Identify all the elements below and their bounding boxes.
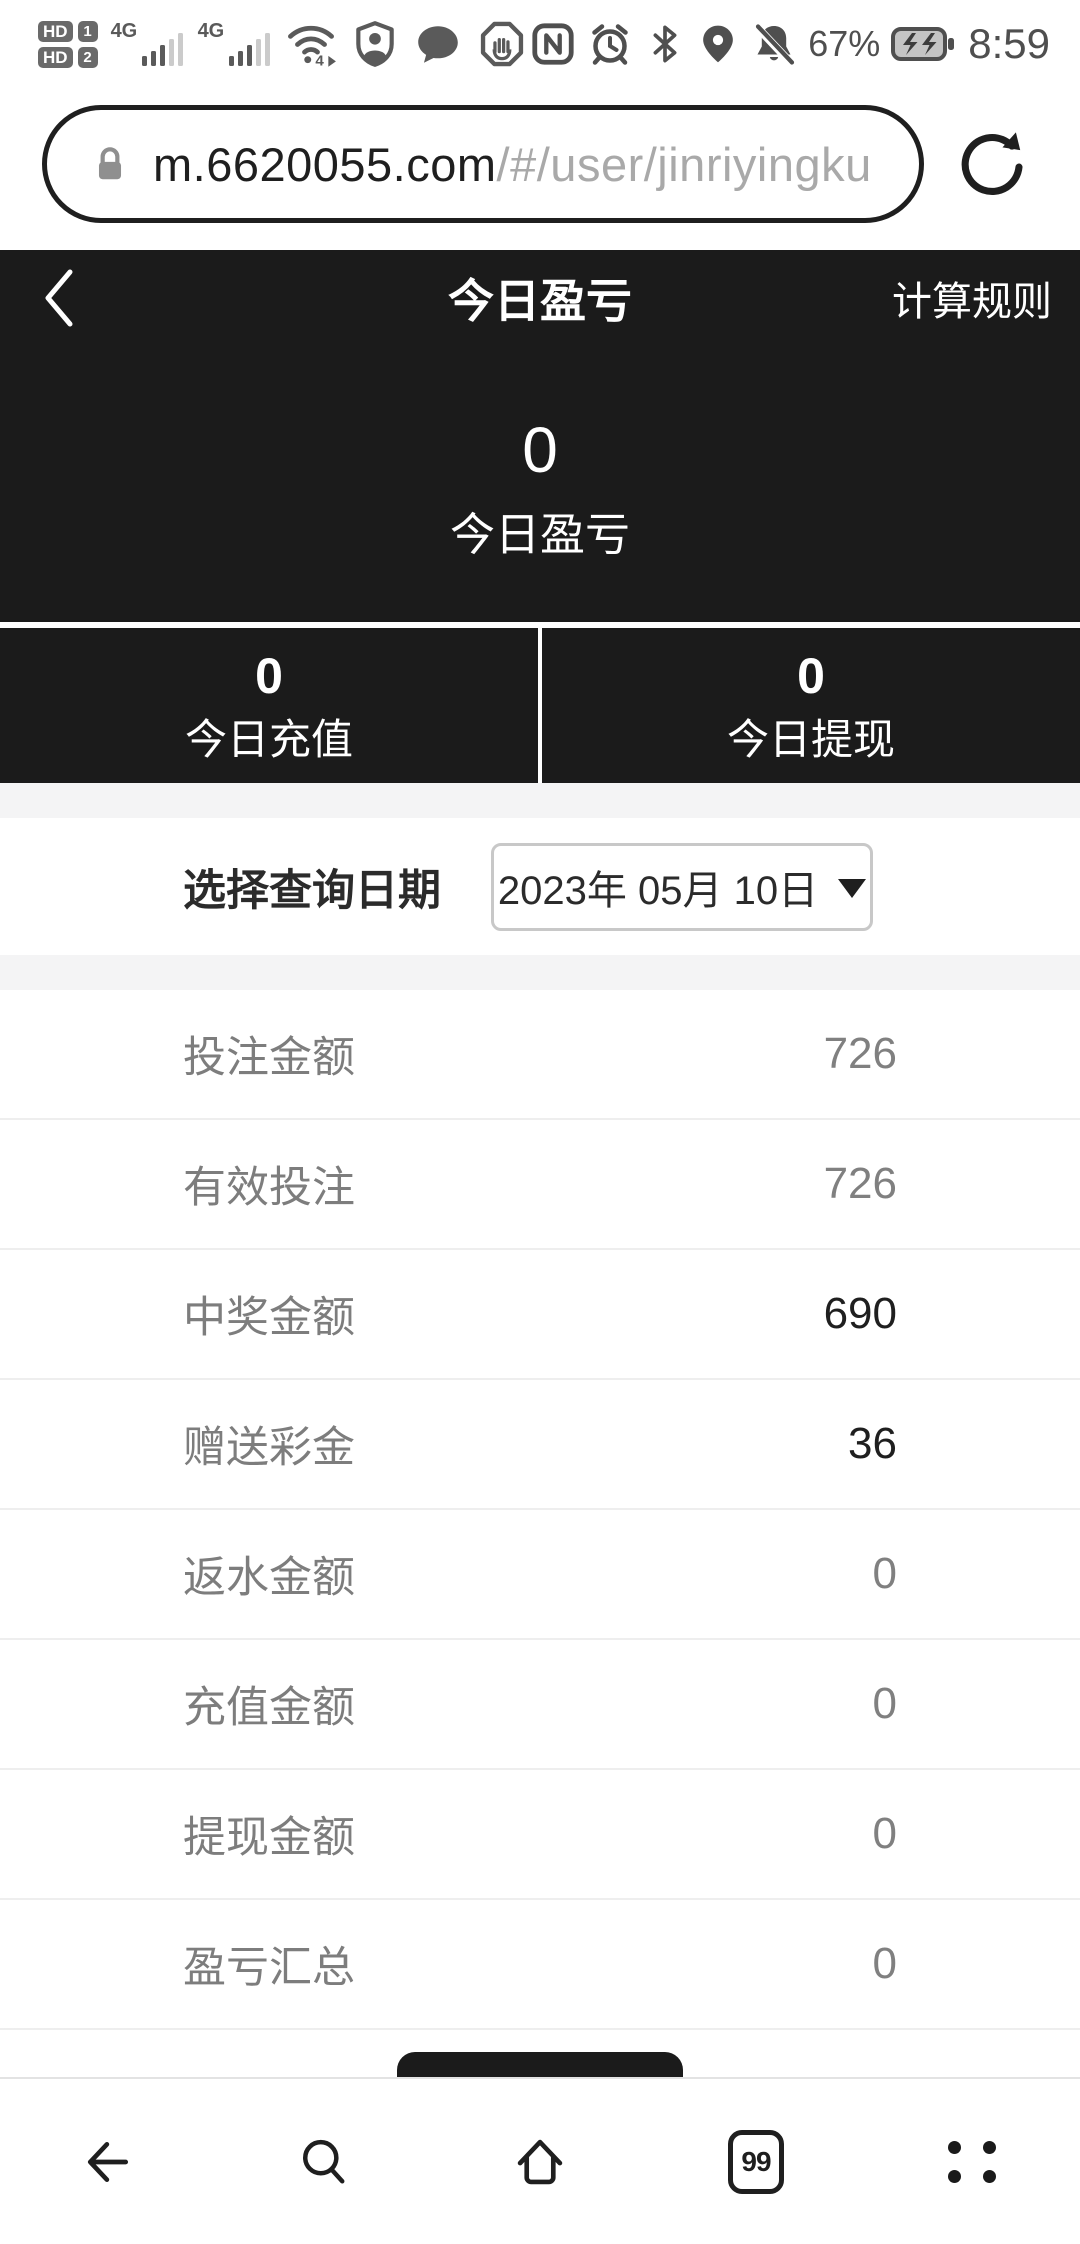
app-header: 今日盈亏 计算规则 <box>0 250 1080 346</box>
battery-percent: 67% <box>808 23 881 64</box>
bluetooth-icon <box>653 25 677 63</box>
caret-down-icon <box>838 879 867 898</box>
list-item-winning-amount: 中奖金额 690 <box>0 1250 1080 1380</box>
list-item-profit-total: 盈亏汇总 0 <box>0 1900 1080 2030</box>
divider <box>0 622 1080 628</box>
nav-home-button[interactable] <box>432 2131 648 2193</box>
chat-bubble-icon <box>417 26 458 63</box>
lock-icon <box>98 147 122 180</box>
tabs-icon: 99 <box>728 2129 784 2194</box>
back-button[interactable] <box>34 263 94 333</box>
list-item-bet-amount: 投注金额 726 <box>0 990 1080 1120</box>
today-withdraw-panel: 0 今日提现 <box>542 628 1080 783</box>
row-value: 690 <box>823 1289 897 1338</box>
status-right: 67% 8:59 <box>530 20 1050 68</box>
hd-sim-badges: HD 1 HD 2 <box>38 20 98 68</box>
spacer <box>0 955 1080 990</box>
shield-account-icon <box>355 21 394 67</box>
today-profit-summary: 0 今日盈亏 <box>0 346 1080 622</box>
home-icon <box>517 2139 563 2184</box>
alarm-icon <box>592 24 628 65</box>
list-item-rebate: 返水金额 0 <box>0 1510 1080 1640</box>
row-value: 726 <box>823 1159 897 1208</box>
today-deposit-panel: 0 今日充值 <box>0 628 538 783</box>
row-label: 盈亏汇总 <box>183 1944 355 1992</box>
row-value: 36 <box>848 1419 897 1468</box>
row-label: 投注金额 <box>183 1034 355 1082</box>
nav-back-button[interactable] <box>0 2131 216 2193</box>
browser-toolbar: m.6620055.com/#/user/jinriyingku <box>0 88 1080 250</box>
row-label: 提现金额 <box>183 1814 355 1862</box>
hd1-label: HD <box>38 20 73 42</box>
row-value: 0 <box>872 1679 897 1728</box>
submit-button-partial[interactable] <box>397 2052 683 2077</box>
row-value: 0 <box>872 1939 897 1988</box>
status-bar: HD 1 HD 2 4G 4G 4 <box>0 0 1080 88</box>
url-path: /#/user/jinriyingku <box>496 137 872 191</box>
nav-search-button[interactable] <box>216 2132 432 2192</box>
browser-bottom-nav: 99 <box>0 2077 1080 2244</box>
address-bar[interactable]: m.6620055.com/#/user/jinriyingku <box>42 105 924 223</box>
network1-label: 4G <box>110 20 138 42</box>
list-item-deposit-amount: 充值金额 0 <box>0 1640 1080 1770</box>
hd-sim1-icon: HD 1 <box>38 20 98 42</box>
battery-charging-icon <box>891 27 955 61</box>
status-left: HD 1 HD 2 4G 4G 4 <box>38 18 528 70</box>
date-filter: 选择查询日期 2023年 05月 10日 <box>0 818 1080 955</box>
svg-text:4: 4 <box>315 53 324 70</box>
stats-list: 投注金额 726 有效投注 726 中奖金额 690 赠送彩金 36 返水金额 … <box>0 990 1080 2030</box>
date-filter-label: 选择查询日期 <box>183 866 441 915</box>
page-title: 今日盈亏 <box>448 275 632 327</box>
row-label: 返水金额 <box>183 1554 355 1602</box>
notifications-off-icon <box>754 24 795 66</box>
today-profit-value: 0 <box>522 414 558 486</box>
back-arrow-icon <box>87 2141 129 2182</box>
row-label: 中奖金额 <box>183 1294 355 1342</box>
network2-label: 4G <box>197 20 225 42</box>
tab-count: 99 <box>741 2145 771 2177</box>
nav-menu-button[interactable] <box>864 2140 1080 2183</box>
menu-dots-icon <box>948 2140 996 2183</box>
hd2-label: HD <box>38 46 73 68</box>
nav-tabs-button[interactable]: 99 <box>648 2129 864 2194</box>
row-value: 0 <box>872 1809 897 1858</box>
today-withdraw-label: 今日提现 <box>726 715 895 763</box>
list-item-valid-bet: 有效投注 726 <box>0 1120 1080 1250</box>
sim1-number: 1 <box>77 20 98 42</box>
location-icon <box>703 25 734 63</box>
search-icon <box>303 2139 345 2184</box>
chevron-left-icon <box>45 269 73 327</box>
today-deposit-label: 今日充值 <box>184 715 353 763</box>
row-value: 726 <box>823 1029 897 1078</box>
row-label: 充值金额 <box>183 1684 355 1732</box>
vertical-divider <box>538 628 542 783</box>
today-profit-label: 今日盈亏 <box>449 509 630 560</box>
url-text: m.6620055.com/#/user/jinriyingku <box>153 137 872 192</box>
signal-strength-1-icon: 4G <box>111 18 185 70</box>
row-value: 0 <box>872 1549 897 1598</box>
nfc-icon <box>532 23 574 65</box>
refresh-button[interactable] <box>952 124 1032 204</box>
list-item-bonus: 赠送彩金 36 <box>0 1380 1080 1510</box>
list-item-withdraw-amount: 提现金额 0 <box>0 1770 1080 1900</box>
row-label: 赠送彩金 <box>183 1424 355 1472</box>
hd-sim2-icon: HD 2 <box>38 46 98 68</box>
signal-strength-2-icon: 4G <box>198 18 272 70</box>
harassment-block-icon <box>480 21 523 67</box>
today-withdraw-value: 0 <box>797 647 825 704</box>
clock: 8:59 <box>968 20 1050 67</box>
calc-rules-link[interactable]: 计算规则 <box>892 280 1052 324</box>
button-strip <box>0 2030 1080 2077</box>
spacer <box>0 783 1080 818</box>
row-label: 有效投注 <box>183 1164 355 1212</box>
date-select-value: 2023年 05月 10日 <box>497 868 819 913</box>
sim2-number: 2 <box>77 46 98 68</box>
today-stats: 0 今日充值 0 今日提现 <box>0 628 1080 783</box>
today-deposit-value: 0 <box>255 647 283 704</box>
url-domain: m.6620055.com <box>153 137 497 191</box>
wifi-icon: 4 <box>287 25 336 70</box>
date-select[interactable]: 2023年 05月 10日 <box>491 842 873 931</box>
